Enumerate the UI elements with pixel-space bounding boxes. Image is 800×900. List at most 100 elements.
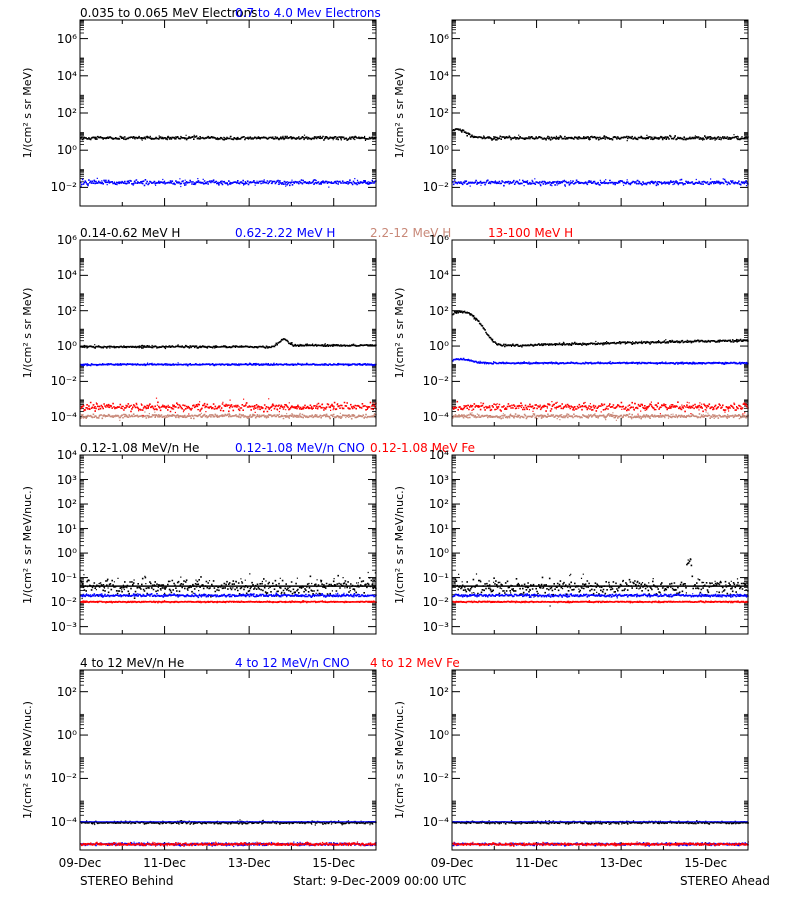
ytick-label-behind-4-2: 10⁰ (56, 728, 77, 743)
ytick-label-behind-2-1: 10⁻² (50, 374, 77, 389)
legend-label-4-2: 4 to 12 MeV/n CNO (235, 656, 350, 670)
ytick-label-behind-3-5: 10² (56, 497, 77, 512)
legend-label-2-3: 2.2-12 MeV H (370, 226, 452, 240)
ytick-label-ahead-4-2: 10⁰ (428, 728, 449, 743)
legend-label-2-4: 13-100 MeV H (488, 226, 574, 240)
ytick-label-ahead-2-2: 10⁰ (428, 339, 449, 354)
plot-frame-behind-row-4 (79, 669, 377, 851)
ytick-label-ahead-3-0: 10⁻³ (422, 619, 449, 634)
series-behind-row-4-3 (80, 841, 377, 847)
series-behind-row-1-2 (80, 177, 377, 188)
legend-label-4-3: 4 to 12 MeV Fe (370, 656, 460, 670)
series-ahead-row-2-3 (452, 411, 749, 421)
series-ahead-row-4-3 (452, 841, 749, 847)
ytick-label-ahead-4-1: 10⁻² (422, 771, 449, 786)
ytick-label-behind-2-3: 10² (56, 303, 77, 318)
footer-start-label: Start: 9-Dec-2009 00:00 UTC (293, 874, 467, 888)
series-ahead-row-2-4 (452, 400, 749, 415)
ytick-label-ahead-3-6: 10³ (428, 472, 449, 487)
ytick-label-behind-3-2: 10⁻¹ (50, 570, 77, 585)
ytick-label-behind-4-1: 10⁻² (50, 771, 77, 786)
xtick-label-ahead-1: 11-Dec (515, 856, 558, 870)
ytick-label-ahead-2-3: 10² (428, 303, 449, 318)
ytick-label-behind-2-2: 10⁰ (56, 339, 77, 354)
panel-behind-row-3 (79, 454, 377, 635)
plot-frame-ahead-row-4 (451, 669, 749, 851)
series-ahead-row-1-1 (452, 128, 749, 142)
ytick-label-ahead-1-3: 10⁴ (428, 68, 449, 83)
plot-frame-behind-row-2 (79, 239, 377, 427)
ytick-label-ahead-3-7: 10⁴ (428, 448, 449, 462)
ytick-label-behind-4-3: 10² (56, 684, 77, 699)
ytick-label-ahead-1-2: 10² (428, 106, 449, 120)
series-behind-row-2-2 (80, 362, 377, 367)
xtick-label-ahead-3: 15-Dec (684, 856, 728, 870)
ytick-label-ahead-2-5: 10⁶ (428, 233, 449, 247)
legend-label-1-2: 0.7 to 4.0 Mev Electrons (235, 6, 381, 20)
ytick-label-behind-1-2: 10² (56, 106, 77, 120)
ytick-label-behind-4-0: 10⁻⁴ (50, 814, 77, 829)
legend-label-3-3: 0.12-1.08 MeV Fe (370, 441, 475, 455)
ytick-label-behind-3-6: 10³ (56, 472, 77, 487)
series-ahead-row-4-1 (452, 820, 749, 825)
ytick-label-behind-1-0: 10⁻² (50, 180, 77, 195)
ytick-label-behind-3-7: 10⁴ (56, 448, 77, 462)
footer-left-label: STEREO Behind (80, 874, 174, 888)
series-behind-row-3-3 (80, 600, 377, 604)
ylabel-ahead-row-3: 1/(cm² s sr MeV/nuc.) (393, 485, 406, 604)
series-behind-row-2-3 (80, 411, 377, 421)
ylabel-ahead-row-1: 1/(cm² s sr MeV) (393, 67, 406, 159)
plot-frame-behind-row-3 (79, 454, 377, 635)
ylabel-behind-row-1: 1/(cm² s sr MeV) (21, 67, 34, 159)
ylabel-ahead-row-2: 1/(cm² s sr MeV) (393, 287, 406, 379)
panel-behind-row-2 (79, 239, 377, 427)
legend-label-2-1: 0.14-0.62 MeV H (80, 226, 181, 240)
legend-label-2-2: 0.62-2.22 MeV H (235, 226, 336, 240)
ytick-label-behind-3-3: 10⁰ (56, 546, 77, 561)
xtick-label-behind-0: 09-Dec (58, 856, 102, 870)
footer-right-label: STEREO Ahead (680, 874, 770, 888)
xtick-label-ahead-0: 09-Dec (430, 856, 474, 870)
ytick-label-ahead-3-5: 10² (428, 497, 449, 512)
ytick-label-ahead-2-1: 10⁻² (422, 374, 449, 389)
legend-label-1-1: 0.035 to 0.065 MeV Electrons (80, 6, 258, 20)
panel-ahead-row-1 (451, 19, 749, 207)
series-behind-row-4-1 (80, 819, 377, 826)
ytick-label-ahead-1-4: 10⁶ (428, 31, 449, 46)
ylabel-ahead-row-4: 1/(cm² s sr MeV/nuc.) (393, 701, 406, 819)
ytick-label-ahead-2-0: 10⁻⁴ (422, 409, 449, 424)
ylabel-behind-row-4: 1/(cm² s sr MeV/nuc.) (21, 701, 34, 819)
panel-ahead-row-3 (451, 454, 749, 635)
legend-label-3-1: 0.12-1.08 MeV/n He (80, 441, 200, 455)
xtick-label-behind-2: 13-Dec (227, 856, 271, 870)
panel-behind-row-4 (79, 669, 377, 851)
xtick-label-behind-1: 11-Dec (143, 856, 186, 870)
xtick-label-behind-3: 15-Dec (312, 856, 356, 870)
series-ahead-row-2-1 (452, 310, 749, 348)
plot-frame-ahead-row-2 (451, 239, 749, 427)
ytick-label-behind-2-5: 10⁶ (56, 233, 77, 247)
ylabel-behind-row-3: 1/(cm² s sr MeV/nuc.) (21, 485, 34, 604)
ytick-label-behind-1-3: 10⁴ (56, 68, 77, 83)
ytick-label-ahead-2-4: 10⁴ (428, 268, 449, 283)
ytick-label-ahead-1-1: 10⁰ (428, 143, 449, 158)
ytick-label-behind-2-0: 10⁻⁴ (50, 409, 77, 424)
series-ahead-row-3-2 (452, 592, 749, 599)
ytick-label-behind-1-1: 10⁰ (56, 143, 77, 158)
ytick-label-ahead-3-2: 10⁻¹ (422, 570, 449, 585)
series-behind-row-1-1 (80, 134, 377, 141)
ylabel-behind-row-2: 1/(cm² s sr MeV) (21, 287, 34, 379)
ytick-label-ahead-3-4: 10¹ (428, 521, 449, 536)
ytick-label-behind-3-1: 10⁻² (50, 595, 77, 610)
panel-ahead-row-2 (451, 239, 749, 427)
series-behind-row-2-4 (80, 397, 377, 417)
ytick-label-ahead-3-3: 10⁰ (428, 546, 449, 561)
ytick-label-ahead-4-0: 10⁻⁴ (422, 814, 449, 829)
series-ahead-row-1-2 (452, 178, 749, 187)
legend-label-4-1: 4 to 12 MeV/n He (80, 656, 185, 670)
ytick-label-ahead-4-3: 10² (428, 684, 449, 699)
ytick-label-behind-3-4: 10¹ (56, 521, 77, 536)
ytick-label-behind-2-4: 10⁴ (56, 268, 77, 283)
ytick-label-behind-3-0: 10⁻³ (50, 619, 77, 634)
